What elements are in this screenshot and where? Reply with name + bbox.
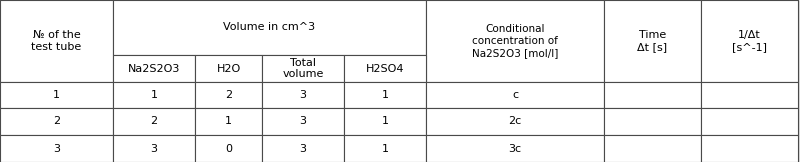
Text: 1: 1: [382, 90, 389, 100]
Bar: [195, 82, 262, 108]
Text: 2c: 2c: [508, 116, 522, 127]
Bar: [0, 0, 113, 82]
Text: 3: 3: [150, 144, 158, 154]
Text: 1: 1: [53, 90, 60, 100]
Bar: [344, 55, 426, 82]
Bar: [113, 0, 426, 55]
Bar: [604, 108, 701, 135]
Text: 1/Δt
[s^-1]: 1/Δt [s^-1]: [732, 30, 767, 52]
Bar: [195, 108, 262, 135]
Text: 1: 1: [382, 116, 389, 127]
Bar: [262, 55, 344, 82]
Bar: [701, 0, 798, 82]
Bar: [113, 55, 195, 82]
Bar: [701, 135, 798, 162]
Bar: [701, 82, 798, 108]
Text: 3: 3: [299, 144, 306, 154]
Bar: [426, 135, 604, 162]
Bar: [426, 82, 604, 108]
Bar: [113, 82, 195, 108]
Text: 2: 2: [225, 90, 232, 100]
Bar: [0, 135, 113, 162]
Bar: [195, 135, 262, 162]
Bar: [604, 135, 701, 162]
Bar: [701, 108, 798, 135]
Text: 3: 3: [53, 144, 60, 154]
Text: Time
Δt [s]: Time Δt [s]: [638, 30, 667, 52]
Text: c: c: [512, 90, 518, 100]
Bar: [426, 0, 604, 82]
Text: 1: 1: [150, 90, 158, 100]
Text: Total
volume: Total volume: [282, 58, 324, 79]
Bar: [262, 108, 344, 135]
Text: H2O: H2O: [216, 64, 241, 74]
Bar: [344, 108, 426, 135]
Bar: [262, 135, 344, 162]
Bar: [426, 108, 604, 135]
Text: H2SO4: H2SO4: [366, 64, 404, 74]
Bar: [344, 82, 426, 108]
Bar: [604, 0, 701, 82]
Bar: [0, 108, 113, 135]
Text: 2: 2: [53, 116, 60, 127]
Text: 1: 1: [382, 144, 389, 154]
Text: 0: 0: [225, 144, 232, 154]
Text: 3: 3: [299, 116, 306, 127]
Bar: [262, 82, 344, 108]
Text: Na2S2O3: Na2S2O3: [128, 64, 180, 74]
Text: Conditional
concentration of
Na2S2O3 [mol/l]: Conditional concentration of Na2S2O3 [mo…: [472, 24, 558, 58]
Text: № of the
test tube: № of the test tube: [31, 30, 82, 52]
Bar: [604, 82, 701, 108]
Text: Volume in cm^3: Volume in cm^3: [223, 23, 315, 33]
Bar: [113, 135, 195, 162]
Text: 3: 3: [299, 90, 306, 100]
Text: 2: 2: [150, 116, 158, 127]
Text: 3c: 3c: [509, 144, 522, 154]
Bar: [344, 135, 426, 162]
Bar: [195, 55, 262, 82]
Text: 1: 1: [225, 116, 232, 127]
Bar: [113, 108, 195, 135]
Bar: [0, 82, 113, 108]
